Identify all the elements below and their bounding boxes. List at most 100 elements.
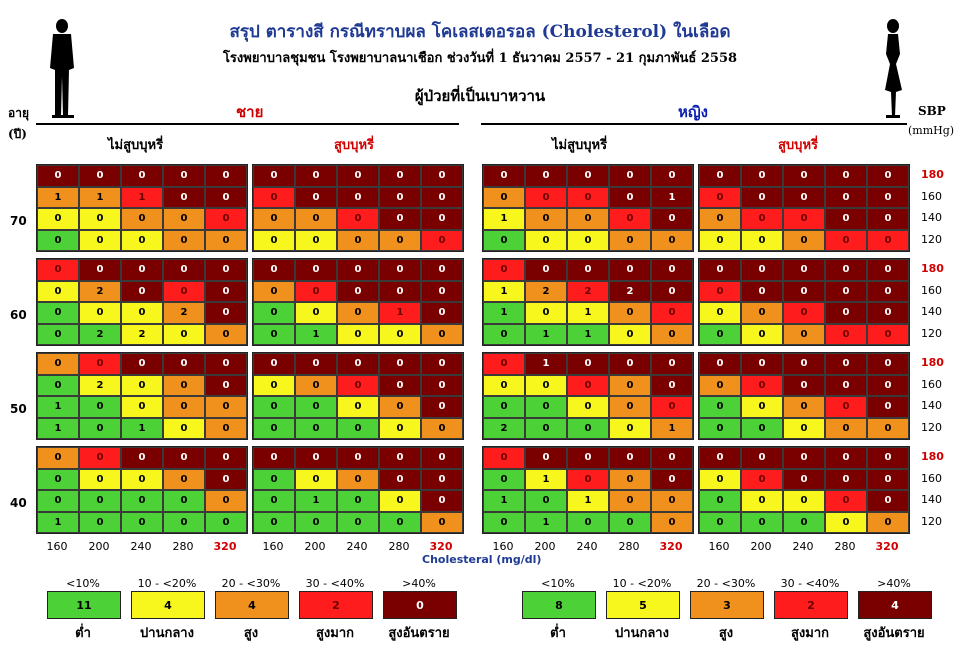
risk-cell: 0 xyxy=(121,490,163,512)
risk-cell: 1 xyxy=(483,280,525,302)
risk-cell: 0 xyxy=(253,468,295,490)
risk-cell: 0 xyxy=(741,447,783,469)
risk-cell: 0 xyxy=(483,447,525,469)
risk-cell: 0 xyxy=(825,447,867,469)
risk-cell: 0 xyxy=(163,511,205,533)
risk-cell: 0 xyxy=(825,417,867,439)
risk-cell: 0 xyxy=(699,374,741,396)
risk-cell: 0 xyxy=(37,353,79,375)
risk-cell: 0 xyxy=(379,323,421,345)
risk-cell: 0 xyxy=(121,302,163,324)
risk-cell: 1 xyxy=(37,396,79,418)
legend-count-box: 4 xyxy=(858,591,932,619)
risk-cell: 0 xyxy=(163,323,205,345)
risk-cell: 0 xyxy=(295,511,337,533)
legend-category-name: ปานกลาง xyxy=(140,626,194,641)
risk-cell: 1 xyxy=(567,323,609,345)
cholesterol-tick-label: 280 xyxy=(834,540,856,553)
risk-cell: 0 xyxy=(205,511,247,533)
risk-cell: 0 xyxy=(525,208,567,230)
risk-cell: 0 xyxy=(609,511,651,533)
risk-cell: 0 xyxy=(79,490,121,512)
risk-cell: 0 xyxy=(295,165,337,187)
risk-cell: 0 xyxy=(421,468,463,490)
risk-cell: 0 xyxy=(609,208,651,230)
risk-cell: 0 xyxy=(651,229,693,251)
legend-range-label: 10 - <20% xyxy=(612,577,672,590)
chart-hospital-date-line: โรงพยาบาลชุมชน โรงพยาบาลนาเชือก ช่วงวันท… xyxy=(222,51,738,66)
risk-cell: 0 xyxy=(337,259,379,281)
risk-cell: 0 xyxy=(825,490,867,512)
risk-cell: 0 xyxy=(37,447,79,469)
risk-cell: 0 xyxy=(867,208,909,230)
risk-cell: 0 xyxy=(609,490,651,512)
risk-cell: 0 xyxy=(37,374,79,396)
risk-cell: 1 xyxy=(37,186,79,208)
cholesterol-tick-label: 240 xyxy=(130,540,152,553)
age-tick-label: 50 xyxy=(10,402,27,416)
risk-cell: 0 xyxy=(421,259,463,281)
risk-cell: 0 xyxy=(163,468,205,490)
risk-cell: 0 xyxy=(337,165,379,187)
risk-cell: 0 xyxy=(741,208,783,230)
risk-cell: 0 xyxy=(609,259,651,281)
cholesterol-tick-label: 160 xyxy=(46,540,68,553)
cholesterol-tick-label: 240 xyxy=(576,540,598,553)
sbp-tick-label: 120 xyxy=(921,514,942,528)
risk-cell: 0 xyxy=(379,511,421,533)
legend-count-box: 2 xyxy=(299,591,373,619)
risk-cell: 0 xyxy=(567,259,609,281)
risk-cell: 1 xyxy=(651,417,693,439)
risk-cell: 0 xyxy=(483,229,525,251)
risk-cell: 0 xyxy=(421,417,463,439)
legend-category-name: ปานกลาง xyxy=(615,626,669,641)
cholesterol-tick-label: 320 xyxy=(875,540,899,553)
risk-cell: 0 xyxy=(253,417,295,439)
cholesterol-tick-label: 200 xyxy=(304,540,326,553)
risk-cell: 0 xyxy=(205,490,247,512)
risk-cell: 0 xyxy=(867,229,909,251)
risk-cell: 0 xyxy=(421,165,463,187)
risk-cell: 0 xyxy=(483,396,525,418)
risk-cell: 0 xyxy=(741,511,783,533)
risk-cell: 0 xyxy=(867,280,909,302)
risk-cell: 1 xyxy=(483,208,525,230)
risk-cell: 2 xyxy=(525,280,567,302)
risk-cell: 0 xyxy=(253,280,295,302)
risk-cell: 0 xyxy=(741,165,783,187)
risk-cell: 0 xyxy=(825,165,867,187)
risk-cell: 0 xyxy=(825,259,867,281)
risk-cell: 0 xyxy=(337,468,379,490)
risk-cell: 0 xyxy=(783,280,825,302)
risk-cell: 0 xyxy=(525,229,567,251)
risk-cell: 0 xyxy=(37,165,79,187)
legend-range-label: 30 - <40% xyxy=(780,577,840,590)
risk-cell: 0 xyxy=(79,417,121,439)
risk-cell: 0 xyxy=(651,208,693,230)
risk-cell: 0 xyxy=(783,511,825,533)
legend-range-label: 10 - <20% xyxy=(137,577,197,590)
sbp-axis-label: SBP xyxy=(918,104,946,118)
risk-cell: 0 xyxy=(699,447,741,469)
risk-cell: 0 xyxy=(121,374,163,396)
risk-cell: 0 xyxy=(253,447,295,469)
risk-cell: 0 xyxy=(337,323,379,345)
risk-cell: 1 xyxy=(121,186,163,208)
risk-cell: 0 xyxy=(337,229,379,251)
risk-cell: 0 xyxy=(295,447,337,469)
sbp-tick-label: 120 xyxy=(921,420,942,434)
legend-category-name: สูงอันตราย xyxy=(388,626,450,641)
risk-cell: 0 xyxy=(741,353,783,375)
risk-cell: 0 xyxy=(205,186,247,208)
risk-cell: 0 xyxy=(295,374,337,396)
risk-cell: 0 xyxy=(825,323,867,345)
risk-cell: 0 xyxy=(79,165,121,187)
risk-cell: 2 xyxy=(609,280,651,302)
risk-cell: 0 xyxy=(337,511,379,533)
cholesterol-tick-label: 160 xyxy=(708,540,730,553)
legend-range-label: 20 - <30% xyxy=(221,577,281,590)
risk-cell: 0 xyxy=(609,447,651,469)
